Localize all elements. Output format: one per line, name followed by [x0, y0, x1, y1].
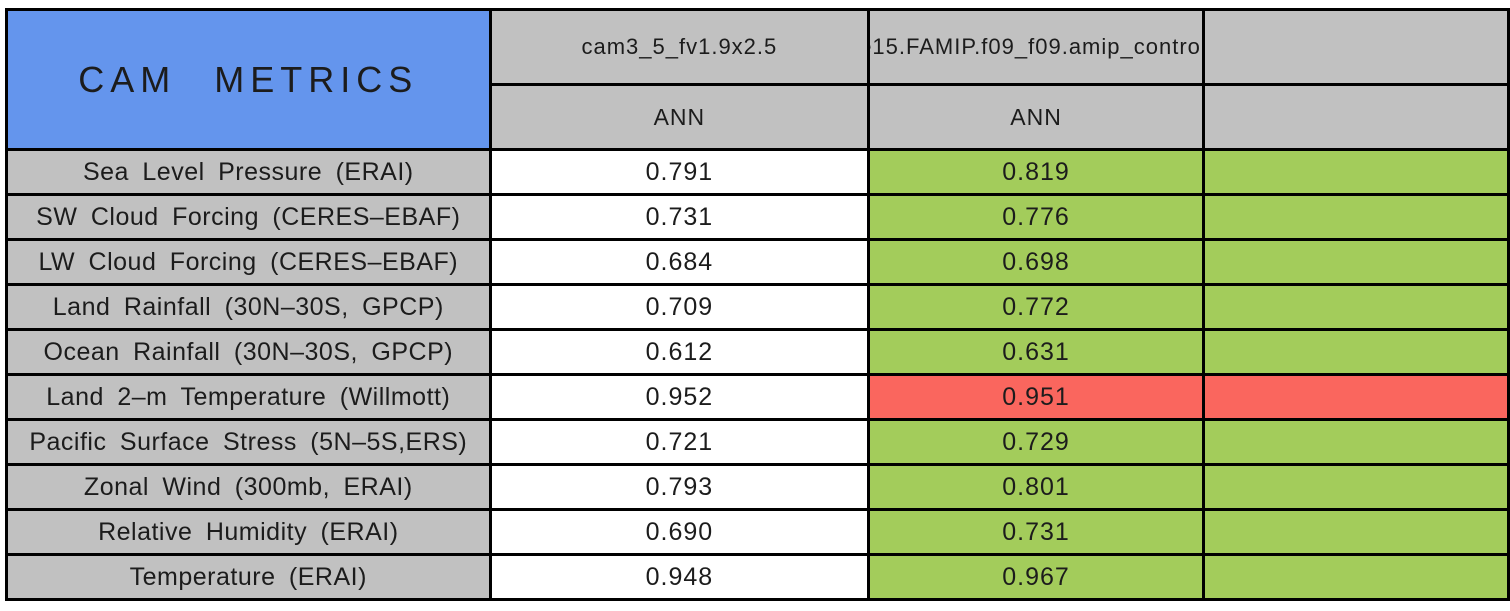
- table-row-temperature: Temperature (ERAI) 0.948 0.967: [5, 553, 1510, 601]
- clipped-value-cell: [1201, 463, 1510, 511]
- header-season-1: ANN: [488, 83, 871, 151]
- metric-value-test: 0.819: [867, 148, 1205, 196]
- metric-label: Ocean Rainfall (30N–30S, GPCP): [5, 328, 492, 376]
- clipped-value-cell: [1201, 418, 1510, 466]
- metric-value-base: 0.721: [488, 418, 871, 466]
- season-header-row: ANN ANN: [7, 83, 1510, 151]
- header-model-clipped-cell: [1201, 8, 1510, 86]
- metric-value-base: 0.952: [488, 373, 871, 421]
- metric-label: Relative Humidity (ERAI): [5, 508, 492, 556]
- clipped-value-cell: [1201, 148, 1510, 196]
- metric-value-base: 0.948: [488, 553, 871, 601]
- table-row-zonal-wind: Zonal Wind (300mb, ERAI) 0.793 0.801: [5, 463, 1510, 511]
- metric-value-base: 0.690: [488, 508, 871, 556]
- clipped-value-cell: [1201, 328, 1510, 376]
- metric-label: Pacific Surface Stress (5N–5S,ERS): [5, 418, 492, 466]
- header-model-2-text: f.e15.FAMIP.f09_f09.amip_control.2: [872, 34, 1201, 59]
- table-row-sw-cloud-forcing: SW Cloud Forcing (CERES–EBAF) 0.731 0.77…: [5, 193, 1510, 241]
- metric-value-test: 0.731: [867, 508, 1205, 556]
- metric-value-base: 0.731: [488, 193, 871, 241]
- metric-value-test: 0.772: [867, 283, 1205, 331]
- table-row-ocean-rainfall: Ocean Rainfall (30N–30S, GPCP) 0.612 0.6…: [5, 328, 1510, 376]
- header-season-2: ANN: [867, 83, 1205, 151]
- metric-label: Land Rainfall (30N–30S, GPCP): [5, 283, 492, 331]
- table-row-land-2m-temperature: Land 2–m Temperature (Willmott) 0.952 0.…: [5, 373, 1510, 421]
- metric-label: SW Cloud Forcing (CERES–EBAF): [5, 193, 492, 241]
- metric-value-test: 0.631: [867, 328, 1205, 376]
- metric-value-test: 0.801: [867, 463, 1205, 511]
- metric-label: Zonal Wind (300mb, ERAI): [5, 463, 492, 511]
- metric-label: Sea Level Pressure (ERAI): [5, 148, 492, 196]
- metric-value-test: 0.776: [867, 193, 1205, 241]
- metric-value-base: 0.612: [488, 328, 871, 376]
- table-row-pacific-surface-stress: Pacific Surface Stress (5N–5S,ERS) 0.721…: [5, 418, 1510, 466]
- metric-value-test: 0.698: [867, 238, 1205, 286]
- metric-label: LW Cloud Forcing (CERES–EBAF): [5, 238, 492, 286]
- metric-value-base: 0.791: [488, 148, 871, 196]
- clipped-value-cell: [1201, 553, 1510, 601]
- metric-label: Temperature (ERAI): [5, 553, 492, 601]
- table-row-relative-humidity: Relative Humidity (ERAI) 0.690 0.731: [5, 508, 1510, 556]
- metric-value-base: 0.793: [488, 463, 871, 511]
- clipped-value-cell: [1201, 283, 1510, 331]
- metric-value-base: 0.684: [488, 238, 871, 286]
- header-model-2: f.e15.FAMIP.f09_f09.amip_control.2: [867, 8, 1205, 86]
- table-row-sea-level-pressure: Sea Level Pressure (ERAI) 0.791 0.819: [5, 148, 1510, 196]
- header-season-clipped-cell: [1201, 83, 1510, 151]
- table-row-lw-cloud-forcing: LW Cloud Forcing (CERES–EBAF) 0.684 0.69…: [5, 238, 1510, 286]
- clipped-value-cell: [1201, 193, 1510, 241]
- metric-label: Land 2–m Temperature (Willmott): [5, 373, 492, 421]
- clipped-value-cell: [1201, 508, 1510, 556]
- metric-value-test: 0.951: [867, 373, 1205, 421]
- clipped-value-cell: [1201, 373, 1510, 421]
- model-header-row: CAM METRICS cam3_5_fv1.9x2.5 f.e15.FAMIP…: [5, 8, 1510, 151]
- metric-value-test: 0.729: [867, 418, 1205, 466]
- clipped-value-cell: [1201, 238, 1510, 286]
- metric-value-test: 0.967: [867, 553, 1205, 601]
- header-model-1: cam3_5_fv1.9x2.5: [488, 8, 871, 86]
- metric-value-base: 0.709: [488, 283, 871, 331]
- cam-metrics-table: CAM METRICS cam3_5_fv1.9x2.5 f.e15.FAMIP…: [5, 8, 1510, 601]
- table-row-land-rainfall: Land Rainfall (30N–30S, GPCP) 0.709 0.77…: [5, 283, 1510, 331]
- table-title: CAM METRICS: [5, 8, 492, 151]
